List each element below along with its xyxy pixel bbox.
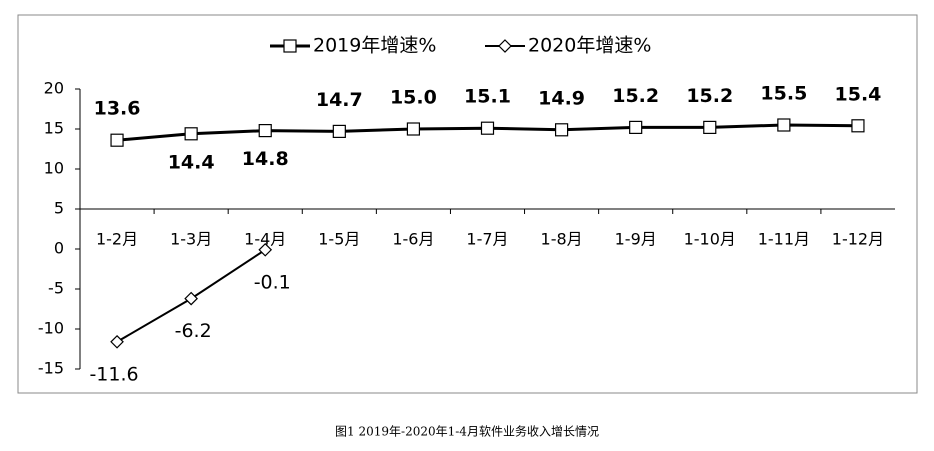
legend-label: 2020年增速% bbox=[528, 35, 651, 57]
legend-marker bbox=[498, 39, 512, 53]
marker bbox=[406, 122, 421, 136]
data-label: 14.9 bbox=[538, 87, 585, 109]
y-tick-label: -10 bbox=[38, 319, 64, 338]
y-tick-label: -5 bbox=[48, 279, 64, 298]
y-tick-label: 0 bbox=[54, 239, 64, 258]
y-tick-label: 20 bbox=[44, 79, 64, 98]
legend-marker bbox=[283, 39, 297, 53]
marker bbox=[184, 291, 198, 306]
marker bbox=[480, 121, 495, 135]
data-label: 15.0 bbox=[390, 87, 437, 109]
marker bbox=[332, 124, 346, 139]
marker bbox=[258, 123, 272, 138]
x-tick-label: 1-12月 bbox=[832, 230, 884, 249]
chart-frame bbox=[17, 14, 918, 394]
data-label: -11.6 bbox=[89, 363, 138, 385]
data-label: 15.5 bbox=[760, 83, 807, 105]
x-tick-label: 1-3月 bbox=[170, 230, 212, 249]
x-tick-label: 1-7月 bbox=[466, 230, 508, 249]
y-tick-label: -15 bbox=[38, 359, 64, 378]
marker bbox=[258, 242, 273, 257]
marker bbox=[554, 123, 569, 137]
x-tick-label: 1-11月 bbox=[758, 230, 810, 249]
x-tick-label: 1-9月 bbox=[615, 230, 657, 249]
x-tick-label: 1-4月 bbox=[244, 230, 286, 249]
x-tick-label: 1-2月 bbox=[96, 230, 138, 249]
x-tick-label: 1-6月 bbox=[392, 230, 434, 249]
data-label: 15.2 bbox=[686, 85, 733, 107]
caption: 图1 2019年-2020年1-4月软件业务收入增长情况 bbox=[335, 424, 599, 439]
marker bbox=[777, 118, 791, 132]
marker bbox=[629, 120, 643, 135]
marker bbox=[184, 127, 198, 141]
x-tick-label: 1-10月 bbox=[684, 230, 736, 249]
data-label: 14.8 bbox=[242, 148, 289, 170]
data-label: 14.4 bbox=[168, 151, 215, 173]
data-label: -0.1 bbox=[254, 271, 291, 293]
data-label: 15.2 bbox=[612, 85, 659, 107]
x-tick-label: 1-5月 bbox=[318, 230, 360, 249]
data-label: 15.4 bbox=[835, 83, 882, 105]
legend-label: 2019年增速% bbox=[313, 35, 436, 57]
x-tick-label: 1-8月 bbox=[541, 230, 583, 249]
y-tick-label: 15 bbox=[44, 119, 64, 138]
data-label: -6.2 bbox=[175, 320, 212, 342]
data-label: 15.1 bbox=[464, 86, 511, 108]
marker bbox=[851, 119, 865, 133]
data-label: 14.7 bbox=[316, 89, 363, 111]
data-label: 13.6 bbox=[94, 98, 141, 120]
y-tick-label: 5 bbox=[54, 199, 64, 218]
marker bbox=[110, 334, 124, 349]
y-tick-label: 10 bbox=[44, 159, 64, 178]
marker bbox=[703, 120, 717, 135]
marker bbox=[110, 133, 124, 147]
